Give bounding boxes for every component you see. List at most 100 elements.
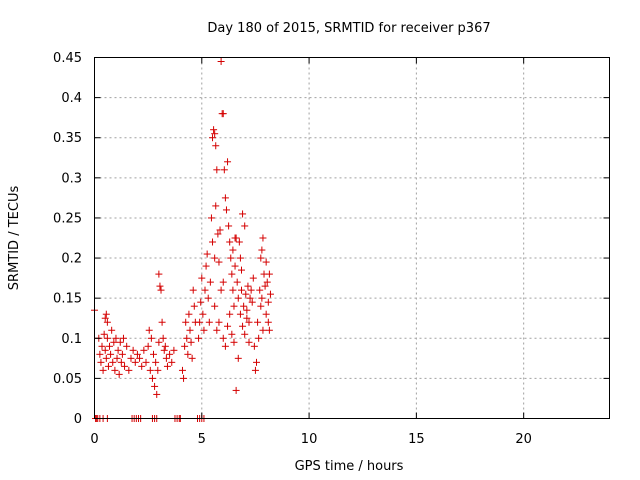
data-point — [213, 166, 221, 174]
data-point — [144, 342, 152, 350]
data-point — [188, 354, 196, 362]
data-point — [206, 278, 214, 286]
data-point — [254, 318, 262, 326]
data-point — [107, 350, 115, 358]
data-point — [133, 350, 141, 358]
x-tick-label: 10 — [301, 432, 318, 447]
data-point — [202, 262, 210, 270]
data-point — [99, 366, 107, 374]
data-point — [236, 254, 244, 262]
y-tick-label: 0 — [74, 412, 82, 427]
data-point — [209, 134, 217, 142]
data-point — [155, 338, 163, 346]
data-point — [185, 310, 193, 318]
data-point — [210, 126, 218, 134]
data-point — [211, 254, 219, 262]
y-tick-label: 0.3 — [61, 171, 82, 186]
data-point — [216, 226, 224, 234]
data-point — [111, 366, 119, 374]
data-point — [168, 358, 176, 366]
data-point — [184, 350, 192, 358]
data-point — [253, 358, 261, 366]
y-tick-labels: 0 0.05 0.1 0.15 0.2 0.25 0.3 0.35 0.4 0.45 — [53, 51, 82, 427]
x-tick-label: 5 — [198, 432, 206, 447]
data-point — [239, 210, 247, 218]
data-point — [186, 326, 194, 334]
data-point — [249, 274, 257, 282]
data-point — [102, 310, 110, 318]
data-point — [231, 262, 239, 270]
data-point — [255, 334, 263, 342]
data-point — [243, 314, 251, 322]
data-point — [150, 350, 158, 358]
data-point — [221, 194, 229, 202]
data-point — [217, 286, 225, 294]
data-point — [190, 302, 198, 310]
data-point — [262, 310, 270, 318]
data-point — [118, 350, 126, 358]
data-point — [256, 286, 264, 294]
data-point — [103, 318, 111, 326]
data-point — [234, 294, 242, 302]
data-point — [98, 342, 106, 350]
data-point — [213, 326, 221, 334]
y-axis-label: SRMTID / TECUs — [7, 186, 22, 291]
data-point — [239, 322, 247, 330]
data-point — [211, 302, 219, 310]
data-point — [236, 310, 244, 318]
data-point — [100, 330, 108, 338]
data-point — [205, 318, 213, 326]
data-point — [263, 278, 271, 286]
data-point — [114, 346, 122, 354]
data-point — [230, 338, 238, 346]
data-point — [138, 362, 146, 370]
data-point — [251, 366, 259, 374]
x-tick-label: 15 — [408, 432, 425, 447]
y-tick-label: 0.45 — [53, 51, 82, 66]
x-tick-label: 20 — [515, 432, 532, 447]
data-point — [116, 338, 124, 346]
plot-frame — [94, 57, 610, 419]
data-point — [262, 258, 270, 266]
data-point — [157, 286, 165, 294]
data-point — [219, 110, 227, 118]
data-point — [237, 286, 245, 294]
data-point — [232, 386, 240, 394]
data-point — [158, 318, 166, 326]
data-point — [227, 254, 235, 262]
data-point — [110, 338, 118, 346]
data-point — [201, 286, 209, 294]
data-point — [241, 222, 249, 230]
data-point — [212, 202, 220, 210]
data-point — [136, 354, 144, 362]
data-point — [245, 318, 253, 326]
data-point — [212, 142, 220, 150]
data-point — [198, 274, 206, 282]
data-point — [178, 366, 186, 374]
data-point — [261, 282, 269, 290]
data-point — [203, 250, 211, 258]
data-point — [155, 270, 163, 278]
data-point — [153, 390, 161, 398]
data-point — [226, 310, 234, 318]
y-tick-label: 0.25 — [53, 211, 82, 226]
data-point — [258, 294, 266, 302]
data-point — [226, 238, 234, 246]
data-point — [152, 358, 160, 366]
data-point — [156, 282, 164, 290]
data-point — [103, 334, 111, 342]
data-point — [221, 342, 229, 350]
data-point — [242, 290, 250, 298]
data-point — [257, 302, 265, 310]
data-point — [219, 334, 227, 342]
data-point — [215, 318, 223, 326]
data-point — [258, 246, 266, 254]
data-point — [181, 342, 189, 350]
y-tick-label: 0.15 — [53, 292, 82, 307]
chart-title: Day 180 of 2015, SRMTID for receiver p36… — [207, 21, 490, 36]
data-point — [148, 374, 156, 382]
data-point — [147, 334, 155, 342]
data-point — [96, 350, 104, 358]
data-point — [113, 354, 121, 362]
x-axis-label: GPS time / hours — [295, 459, 404, 474]
